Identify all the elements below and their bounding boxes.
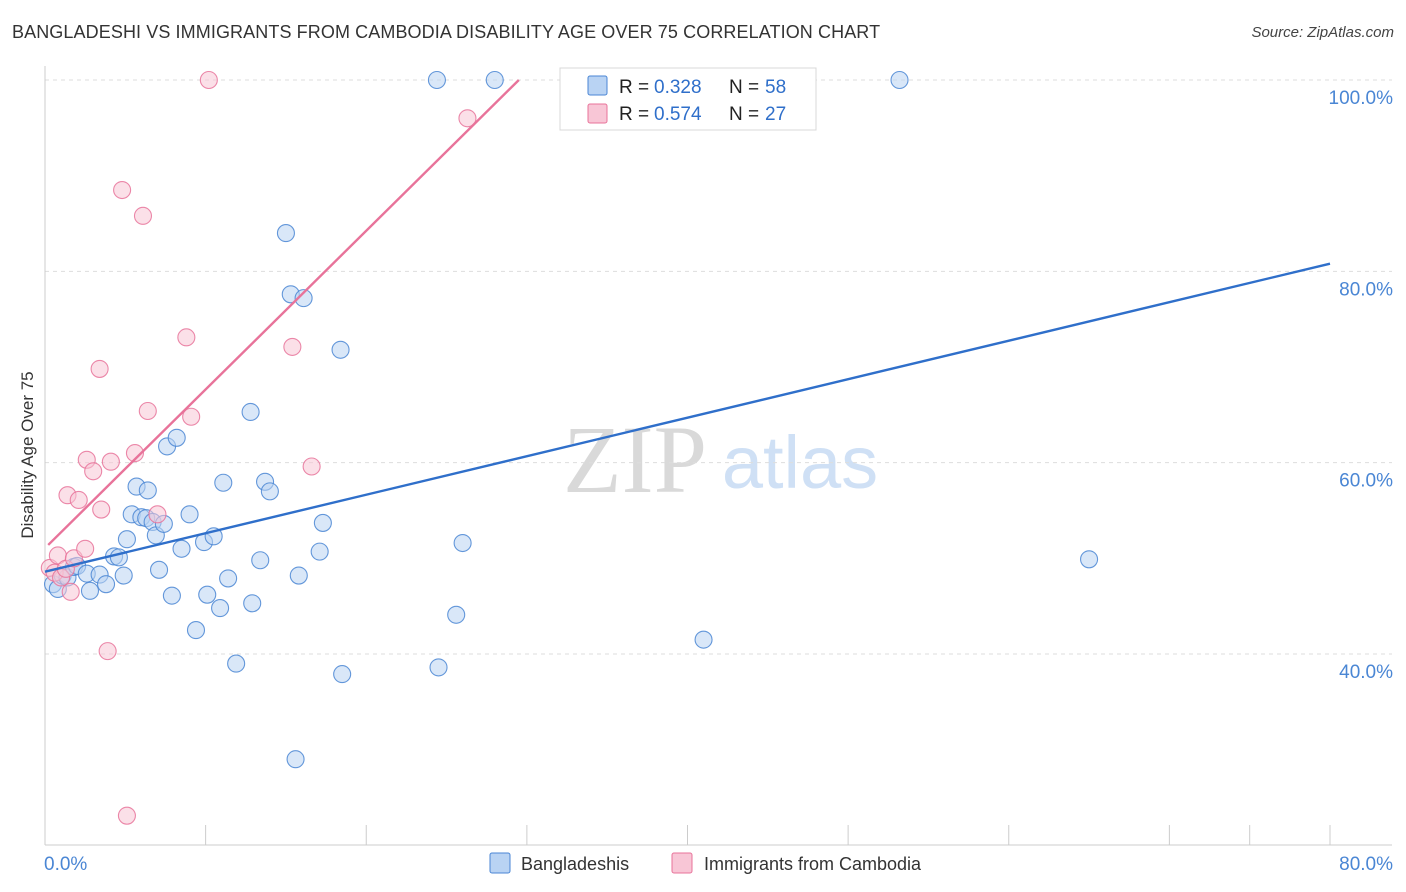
- series-legend-label-cambodia: Immigrants from Cambodia: [704, 854, 922, 874]
- point-bangladeshis-18: [138, 481, 157, 500]
- point-bangladeshis-52: [447, 605, 466, 624]
- x-tick-label-min: 0.0%: [44, 854, 87, 875]
- series-legend-swatch-bangladeshis: [489, 852, 511, 874]
- chart-title: BANGLADESHI VS IMMIGRANTS FROM CAMBODIA …: [12, 22, 881, 42]
- point-cambodia-27: [458, 109, 477, 128]
- y-tick-label-100: 100.0%: [1329, 88, 1394, 109]
- point-bangladeshis-27: [180, 505, 199, 524]
- point-bangladeshis-54: [485, 70, 504, 90]
- legend-n-value-2: 27: [765, 104, 786, 125]
- point-cambodia-11: [84, 462, 103, 481]
- point-bangladeshis-9: [96, 575, 116, 594]
- point-bangladeshis-50: [427, 70, 446, 90]
- trend-line-bangladeshis: [44, 262, 1331, 573]
- chart-source: Source: ZipAtlas.com: [1251, 24, 1394, 41]
- point-bangladeshis-46: [310, 542, 329, 561]
- point-cambodia-18: [125, 444, 144, 463]
- point-bangladeshis-33: [214, 473, 233, 492]
- point-bangladeshis-28: [186, 621, 206, 640]
- point-bangladeshis-25: [167, 428, 186, 447]
- point-bangladeshis-13: [117, 530, 136, 549]
- point-cambodia-26: [302, 457, 321, 476]
- point-bangladeshis-38: [251, 551, 270, 570]
- point-bangladeshis-49: [333, 665, 352, 684]
- point-bangladeshis-57: [1080, 550, 1099, 569]
- point-cambodia-19: [133, 206, 153, 225]
- x-tick-label-max: 80.0%: [1339, 854, 1393, 875]
- point-bangladeshis-24: [162, 586, 181, 605]
- point-bangladeshis-30: [198, 585, 217, 604]
- point-cambodia-9: [76, 539, 95, 558]
- y-tick-label-80: 80.0%: [1339, 279, 1393, 300]
- series-legend: Bangladeshis Immigrants from Cambodia: [489, 852, 922, 874]
- legend-r-label-2: R =: [619, 104, 649, 125]
- point-cambodia-16: [113, 180, 132, 200]
- point-bangladeshis-44: [289, 566, 308, 585]
- y-tick-label-40: 40.0%: [1339, 662, 1393, 683]
- legend-n-label-1: N =: [729, 77, 759, 98]
- y-axis-label: Disability Age Over 75: [18, 371, 37, 538]
- point-cambodia-25: [283, 337, 302, 356]
- point-cambodia-24: [199, 70, 218, 90]
- point-cambodia-8: [69, 490, 88, 510]
- correlation-legend: R = 0.328 N = 58 R = 0.574 N = 27: [559, 67, 817, 131]
- y-tick-label-60: 60.0%: [1339, 471, 1393, 492]
- point-bangladeshis-21: [149, 560, 169, 579]
- legend-n-value-1: 58: [765, 77, 786, 98]
- axes: [44, 66, 1392, 846]
- gridlines: [45, 79, 1392, 655]
- point-cambodia-15: [101, 452, 120, 471]
- watermark: ZIP atlas: [563, 406, 878, 513]
- legend-swatch-bangladeshis: [587, 75, 608, 96]
- point-cambodia-22: [177, 328, 196, 347]
- point-cambodia-17: [117, 806, 136, 825]
- series-legend-label-bangladeshis: Bangladeshis: [521, 854, 629, 874]
- point-bangladeshis-34: [219, 569, 238, 588]
- point-bangladeshis-48: [331, 340, 350, 359]
- point-cambodia-23: [182, 407, 201, 426]
- legend-r-label-1: R =: [619, 77, 649, 98]
- trend-line-cambodia: [47, 79, 520, 546]
- legend-r-value-2: 0.574: [654, 104, 702, 125]
- point-bangladeshis-56: [890, 70, 909, 90]
- point-cambodia-21: [148, 505, 167, 524]
- point-bangladeshis-36: [241, 402, 260, 422]
- legend-swatch-cambodia: [587, 103, 608, 124]
- legend-n-label-2: N =: [729, 104, 759, 125]
- point-bangladeshis-53: [453, 533, 472, 553]
- point-cambodia-14: [98, 642, 117, 661]
- point-cambodia-20: [138, 401, 157, 421]
- point-bangladeshis-45: [294, 289, 313, 308]
- point-bangladeshis-55: [694, 630, 713, 649]
- tick-labels: 40.0% 60.0% 80.0% 100.0% 0.0% 80.0%: [44, 88, 1393, 875]
- point-bangladeshis-41: [276, 224, 295, 243]
- point-cambodia-12: [90, 359, 109, 378]
- point-bangladeshis-43: [286, 750, 305, 769]
- trend-lines: [44, 79, 1331, 573]
- point-bangladeshis-47: [313, 513, 332, 532]
- point-bangladeshis-26: [172, 539, 191, 558]
- legend-r-value-1: 0.328: [654, 77, 702, 98]
- point-bangladeshis-32: [211, 599, 230, 618]
- point-cambodia-6: [61, 582, 80, 601]
- point-bangladeshis-7: [80, 581, 100, 600]
- point-bangladeshis-51: [429, 658, 448, 677]
- point-bangladeshis-12: [114, 566, 133, 585]
- series-legend-swatch-cambodia: [671, 852, 693, 874]
- point-bangladeshis-37: [243, 594, 262, 613]
- point-bangladeshis-40: [260, 482, 279, 501]
- point-bangladeshis-35: [227, 654, 246, 673]
- watermark-zip: ZIP: [563, 406, 707, 513]
- point-cambodia-13: [92, 500, 111, 519]
